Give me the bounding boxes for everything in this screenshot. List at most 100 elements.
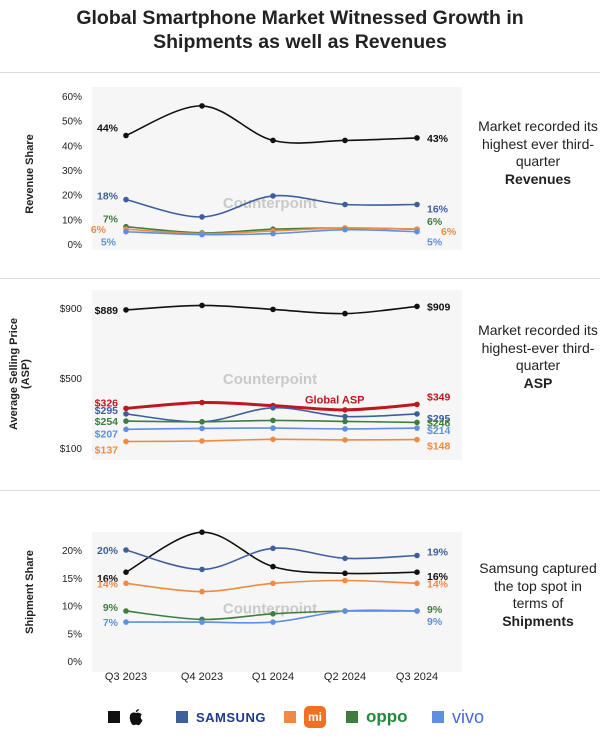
start-label-1-xiaomi: $137 (95, 445, 119, 457)
data-point-1-xiaomi-1 (199, 438, 205, 444)
chart-title: Global Smartphone Market Witnessed Growt… (0, 6, 600, 54)
global-asp-annotation: Global ASP (305, 395, 365, 407)
x-tick-label-4: Q3 2024 (396, 671, 438, 683)
data-point-1-apple-4 (414, 303, 420, 310)
data-point-0-vivo-2 (270, 230, 276, 237)
data-point-1-apple-1 (199, 302, 205, 309)
data-point-1-global-1 (199, 399, 205, 406)
data-point-2-apple-2 (270, 563, 276, 570)
legend-item-vivo: vivo (432, 700, 484, 734)
y-tick-label-1-0: $100 (60, 444, 83, 455)
plot-area-0 (92, 87, 462, 250)
end-label-2-xiaomi: 14% (427, 578, 449, 590)
y-tick-label-0-0: 0% (68, 240, 83, 251)
legend-label-oppo: oppo (366, 707, 408, 726)
y-tick-label-2-4: 20% (62, 546, 82, 557)
revenue-panel (0, 72, 600, 279)
data-point-1-oppo-3 (342, 418, 348, 425)
xiaomi-logo-icon: mi (304, 706, 326, 728)
end-label-0-oppo: 6% (427, 216, 443, 228)
data-point-2-oppo-2 (270, 611, 276, 617)
end-label-0-apple: 43% (427, 133, 449, 145)
start-label-0-oppo: 7% (103, 214, 119, 226)
start-label-1-vivo: $207 (95, 428, 119, 440)
start-label-0-xiaomi: 6% (91, 224, 107, 236)
end-label-0-xiaomi: 6% (441, 226, 457, 238)
watermark-0: Counterpoint (223, 195, 317, 212)
asp-note: Market recorded its highest-ever third-q… (476, 322, 600, 392)
legend-swatch-oppo (346, 711, 358, 723)
data-point-2-samsung-3 (342, 555, 348, 562)
legend-swatch-xiaomi (284, 711, 296, 723)
end-label-1-global: $349 (427, 391, 451, 403)
data-point-0-vivo-1 (199, 231, 205, 238)
data-point-2-samsung-0 (123, 547, 129, 553)
watermark-2: Counterpoint (223, 601, 317, 618)
data-point-0-apple-1 (199, 103, 205, 109)
start-label-0-vivo: 5% (101, 237, 117, 249)
data-point-2-xiaomi-0 (123, 580, 129, 587)
data-point-0-apple-3 (342, 137, 348, 144)
data-point-1-global-0 (123, 405, 129, 412)
end-label-1-oppo: $246 (427, 417, 451, 429)
data-point-0-vivo-4 (414, 228, 420, 235)
end-label-2-oppo: 9% (427, 604, 443, 616)
data-point-0-apple-2 (270, 137, 276, 144)
x-tick-label-3: Q2 2024 (324, 671, 366, 683)
data-point-2-vivo-0 (123, 619, 129, 625)
revenue-note: Market recorded its highest ever third-q… (476, 118, 600, 188)
end-label-0-vivo: 5% (427, 237, 443, 249)
data-point-1-samsung-3 (342, 413, 348, 420)
end-label-1-apple: $909 (427, 301, 451, 313)
y-tick-label-2-1: 5% (68, 629, 83, 640)
charts-svg: Counterpoint 0% 10% 20% 30% 40% 50% 60% 44% 43% 18… (59, 87, 462, 683)
legend-swatch-vivo (432, 711, 444, 723)
data-point-1-apple-0 (123, 307, 129, 313)
data-point-1-xiaomi-0 (123, 438, 129, 445)
data-point-1-vivo-0 (123, 426, 129, 433)
start-label-2-vivo: 7% (103, 617, 119, 629)
data-point-1-oppo-2 (270, 417, 276, 424)
asp-note-bold: ASP (523, 374, 553, 391)
plot-area-1 (92, 290, 462, 460)
data-point-2-samsung-2 (270, 545, 276, 552)
data-point-1-samsung-2 (270, 405, 276, 411)
end-label-0-samsung: 16% (427, 204, 449, 216)
data-point-2-samsung-4 (414, 552, 420, 559)
y-tick-label-0-4: 40% (62, 141, 82, 152)
legend-item-samsung: SAMSUNG (176, 700, 266, 734)
end-label-2-samsung: 19% (427, 547, 449, 559)
shipment-note-text: Samsung captured the top spot in terms o… (479, 560, 597, 611)
data-point-2-xiaomi-3 (342, 577, 348, 584)
start-label-2-apple: 16% (97, 573, 119, 585)
y-tick-label-0-3: 30% (62, 166, 82, 177)
title-line-2: Shipments as well as Revenues (153, 31, 447, 53)
data-point-0-samsung-0 (123, 196, 129, 203)
shipment-note-bold: Shipments (502, 612, 574, 629)
data-point-1-vivo-4 (414, 425, 420, 431)
data-point-2-xiaomi-4 (414, 580, 420, 587)
revenue-note-bold: Revenues (504, 170, 572, 187)
legend: SAMSUNG mi oppo vivo (0, 700, 600, 734)
revenue-note-text: Market recorded its highest ever third-q… (478, 118, 598, 169)
data-point-1-oppo-0 (123, 418, 129, 424)
legend-label-samsung: SAMSUNG (196, 709, 266, 725)
data-point-1-xiaomi-2 (270, 436, 276, 443)
end-label-1-xiaomi: $148 (427, 441, 451, 453)
y-tick-label-1-2: $900 (60, 304, 83, 315)
data-point-2-vivo-1 (199, 619, 205, 625)
asp-panel (0, 278, 600, 491)
data-point-2-apple-0 (123, 569, 129, 575)
end-label-1-vivo: $214 (427, 425, 451, 437)
data-point-2-apple-3 (342, 570, 348, 577)
data-point-1-vivo-3 (342, 426, 348, 432)
data-point-2-vivo-2 (270, 619, 276, 625)
x-tick-label-1: Q4 2023 (181, 671, 223, 683)
data-point-2-oppo-0 (123, 608, 129, 614)
data-point-0-vivo-0 (123, 228, 129, 235)
start-label-0-samsung: 18% (97, 191, 119, 203)
data-point-1-xiaomi-3 (342, 437, 348, 443)
start-label-2-xiaomi: 14% (97, 578, 119, 590)
start-label-0-apple: 44% (97, 123, 119, 135)
start-label-1-apple: $889 (95, 305, 119, 317)
